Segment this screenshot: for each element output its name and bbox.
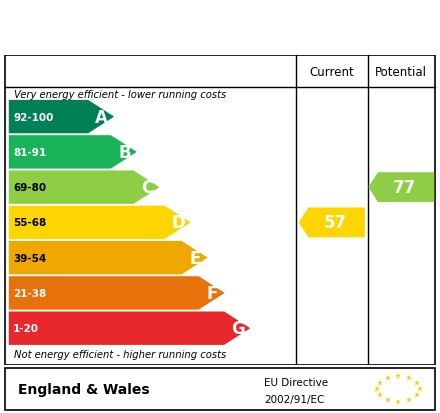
Text: D: D	[172, 214, 185, 232]
Text: E: E	[190, 249, 201, 267]
Text: G: G	[231, 319, 245, 337]
Text: C: C	[141, 179, 153, 197]
Polygon shape	[9, 277, 225, 310]
Text: 92-100: 92-100	[13, 112, 54, 122]
Text: 21-38: 21-38	[13, 288, 47, 298]
Text: Energy Efficiency Rating: Energy Efficiency Rating	[11, 19, 280, 37]
Polygon shape	[9, 241, 208, 275]
Polygon shape	[299, 208, 365, 238]
Text: 39-54: 39-54	[13, 253, 47, 263]
Polygon shape	[9, 206, 191, 240]
Text: 1-20: 1-20	[13, 323, 39, 333]
Text: Current: Current	[309, 66, 354, 78]
Polygon shape	[9, 171, 160, 204]
Text: F: F	[207, 284, 218, 302]
Text: EU Directive: EU Directive	[264, 377, 328, 387]
Text: 77: 77	[393, 179, 416, 197]
Text: 2002/91/EC: 2002/91/EC	[264, 394, 324, 404]
Text: Potential: Potential	[375, 66, 427, 78]
Text: Not energy efficient - higher running costs: Not energy efficient - higher running co…	[14, 349, 226, 359]
Bar	[5, 368, 435, 410]
Text: 69-80: 69-80	[13, 183, 46, 193]
Text: Very energy efficient - lower running costs: Very energy efficient - lower running co…	[14, 90, 226, 100]
Text: 57: 57	[323, 214, 347, 232]
Polygon shape	[9, 101, 114, 134]
Text: 81-91: 81-91	[13, 147, 46, 157]
Text: 55-68: 55-68	[13, 218, 47, 228]
Text: B: B	[118, 144, 131, 161]
Polygon shape	[9, 312, 250, 345]
Polygon shape	[368, 173, 434, 202]
Text: England & Wales: England & Wales	[18, 382, 149, 396]
Text: A: A	[95, 108, 108, 126]
Polygon shape	[9, 136, 137, 169]
